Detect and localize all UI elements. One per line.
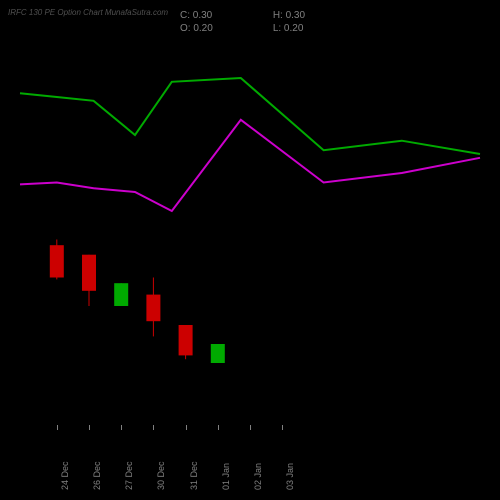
x-tick-mark: [57, 425, 58, 430]
candle-body: [211, 344, 225, 363]
x-axis: 24 Dec 26 Dec 27 Dec 30 Dec 31 Dec 01 Jan 02 J…: [0, 432, 500, 492]
candle-body: [82, 255, 96, 291]
x-tick-label: 01 Jan: [221, 463, 231, 490]
x-tick-label: 30 Dec: [156, 461, 166, 490]
x-tick-mark: [250, 425, 251, 430]
x-tick-label: 27 Dec: [124, 461, 134, 490]
close-value: C: 0.30: [180, 10, 213, 21]
x-tick-label: 03 Jan: [285, 463, 295, 490]
x-tick-mark: [282, 425, 283, 430]
title-text: IRFC 130 PE Option Chart MunafaSutra.com: [8, 8, 168, 17]
x-tick-label: 31 Dec: [189, 461, 199, 490]
x-tick-mark: [153, 425, 154, 430]
lower-line: [20, 120, 480, 211]
candle-body: [114, 283, 128, 306]
chart-canvas: [0, 40, 500, 420]
x-tick-label: 24 Dec: [60, 461, 70, 490]
candle-body: [50, 245, 64, 277]
x-tick-mark: [186, 425, 187, 430]
ohlc-display: C: 0.30 H: 0.30 O: 0.20 L: 0.20: [180, 10, 305, 34]
x-tick-label: 26 Dec: [92, 461, 102, 490]
upper-line: [20, 78, 480, 154]
chart-title: IRFC 130 PE Option Chart MunafaSutra.com: [8, 8, 168, 17]
x-tick-mark: [89, 425, 90, 430]
low-value: L: 0.20: [273, 23, 305, 34]
high-value: H: 0.30: [273, 10, 305, 21]
x-tick-label: 02 Jan: [253, 463, 263, 490]
open-value: O: 0.20: [180, 23, 213, 34]
x-tick-mark: [218, 425, 219, 430]
candle-body: [146, 295, 160, 322]
x-tick-mark: [121, 425, 122, 430]
candle-body: [179, 325, 193, 355]
